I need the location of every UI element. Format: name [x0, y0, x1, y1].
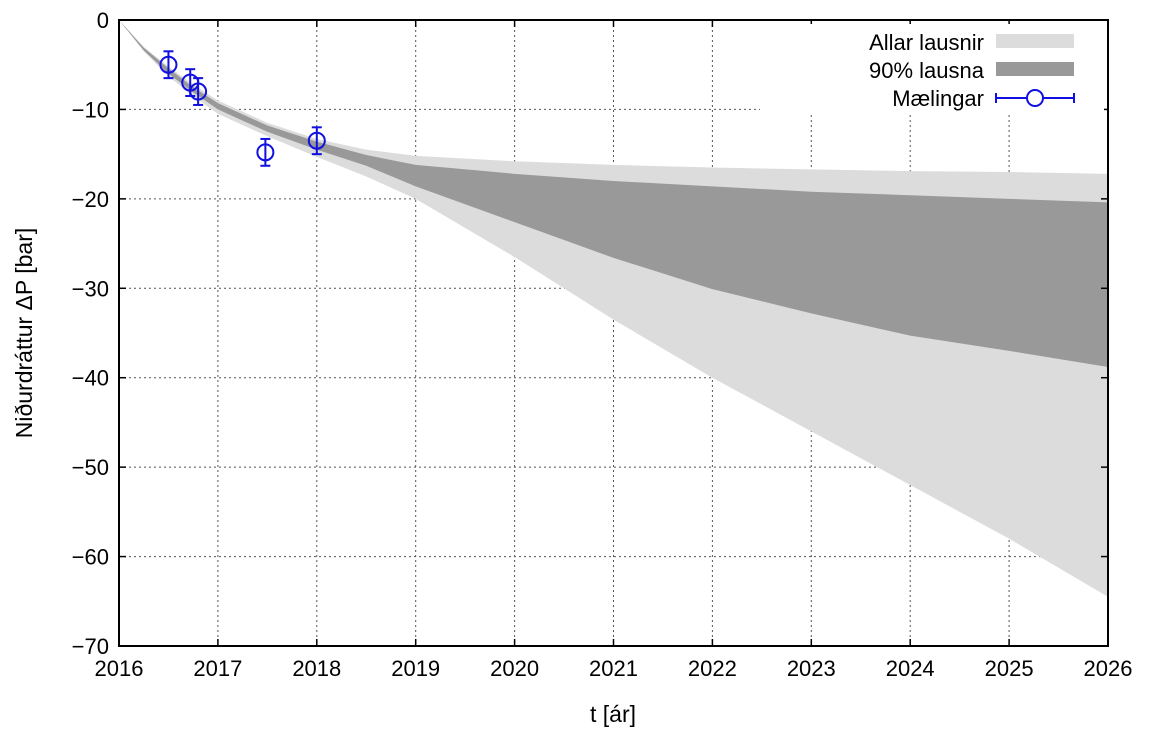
y-axis-label: Niðurdráttur ΔP [bar]: [11, 228, 37, 439]
legend-swatch-measurements: [995, 89, 1075, 107]
x-axis-label: t [ár]: [590, 701, 636, 727]
x-tick-label: 2020: [490, 656, 539, 681]
measurement-point: [307, 131, 326, 150]
y-tick-label: −30: [72, 276, 109, 301]
grid: [119, 20, 1108, 646]
y-tick-label: −60: [72, 545, 109, 570]
band-90-percent: [119, 20, 1108, 367]
measurement-point: [159, 55, 178, 74]
x-tick-label: 2023: [787, 656, 836, 681]
y-tick-label: 0: [97, 8, 109, 33]
x-tick-label: 2022: [688, 656, 737, 681]
y-tick-label: −20: [72, 187, 109, 212]
x-tick-label: 2017: [193, 656, 242, 681]
tick-labels: 2016 2017 2018 2019 2020 2021 2022 2023 2024 2025…: [72, 8, 1133, 681]
bands: [119, 20, 1108, 597]
legend-label-90: 90% lausna: [869, 58, 985, 83]
legend-swatch-90: [996, 62, 1074, 76]
x-tick-label: 2018: [292, 656, 341, 681]
y-tick-label: −50: [72, 455, 109, 480]
y-tick-label: −70: [72, 634, 109, 659]
x-tick-label: 2025: [985, 656, 1034, 681]
ticks: [118, 19, 1109, 647]
x-tick-label: 2021: [589, 656, 638, 681]
legend-label-measurements: Mælingar: [892, 86, 984, 111]
x-tick-label: 2019: [391, 656, 440, 681]
x-tick-label: 2016: [95, 656, 144, 681]
measurement-point: [189, 82, 208, 101]
x-tick-label: 2024: [886, 656, 935, 681]
measurement-point: [256, 143, 275, 162]
legend-label-all: Allar lausnir: [869, 30, 984, 55]
y-tick-label: −40: [72, 366, 109, 391]
y-tick-label: −10: [72, 97, 109, 122]
legend: Allar lausnir 90% lausna Mælingar: [760, 24, 1104, 112]
measurement-points: [159, 50, 326, 167]
x-tick-label: 2026: [1084, 656, 1133, 681]
legend-meas-marker: [1026, 89, 1044, 107]
legend-swatch-all: [996, 34, 1074, 48]
